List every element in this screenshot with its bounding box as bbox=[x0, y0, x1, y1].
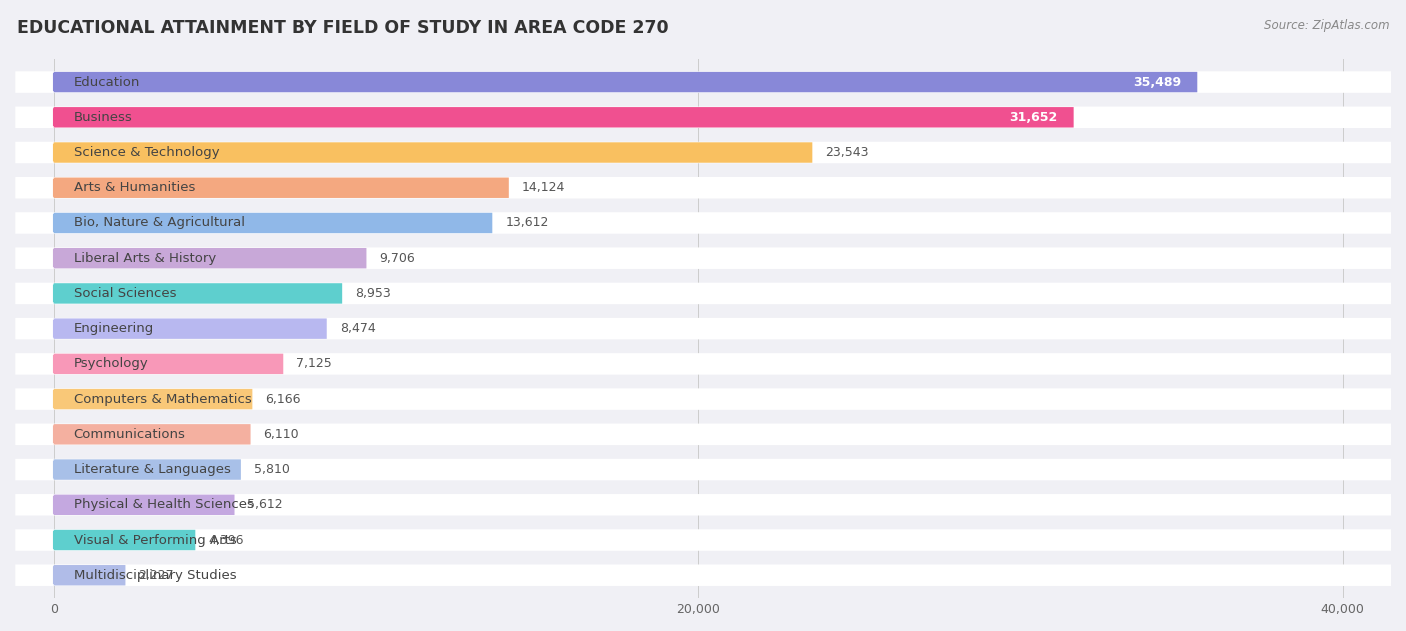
Text: Communications: Communications bbox=[73, 428, 186, 441]
FancyBboxPatch shape bbox=[53, 495, 235, 515]
FancyBboxPatch shape bbox=[53, 353, 283, 374]
FancyBboxPatch shape bbox=[15, 565, 1391, 586]
FancyBboxPatch shape bbox=[53, 530, 195, 550]
Text: 6,110: 6,110 bbox=[263, 428, 299, 441]
FancyBboxPatch shape bbox=[53, 319, 326, 339]
Text: Social Sciences: Social Sciences bbox=[73, 287, 176, 300]
Text: Business: Business bbox=[73, 111, 132, 124]
FancyBboxPatch shape bbox=[53, 283, 342, 304]
Text: Arts & Humanities: Arts & Humanities bbox=[73, 181, 195, 194]
Text: Literature & Languages: Literature & Languages bbox=[73, 463, 231, 476]
FancyBboxPatch shape bbox=[15, 318, 1391, 339]
FancyBboxPatch shape bbox=[53, 177, 509, 198]
Text: 8,953: 8,953 bbox=[356, 287, 391, 300]
FancyBboxPatch shape bbox=[15, 107, 1391, 128]
Text: Liberal Arts & History: Liberal Arts & History bbox=[73, 252, 217, 264]
Text: EDUCATIONAL ATTAINMENT BY FIELD OF STUDY IN AREA CODE 270: EDUCATIONAL ATTAINMENT BY FIELD OF STUDY… bbox=[17, 19, 668, 37]
FancyBboxPatch shape bbox=[15, 283, 1391, 304]
Text: Multidisciplinary Studies: Multidisciplinary Studies bbox=[73, 569, 236, 582]
FancyBboxPatch shape bbox=[15, 71, 1391, 93]
FancyBboxPatch shape bbox=[15, 529, 1391, 551]
FancyBboxPatch shape bbox=[15, 423, 1391, 445]
FancyBboxPatch shape bbox=[53, 107, 1074, 127]
Text: 8,474: 8,474 bbox=[340, 322, 375, 335]
Text: 2,227: 2,227 bbox=[138, 569, 174, 582]
Text: 6,166: 6,166 bbox=[266, 392, 301, 406]
FancyBboxPatch shape bbox=[15, 388, 1391, 410]
Text: 9,706: 9,706 bbox=[380, 252, 415, 264]
Text: 31,652: 31,652 bbox=[1010, 111, 1057, 124]
Text: 13,612: 13,612 bbox=[505, 216, 548, 230]
Text: Computers & Mathematics: Computers & Mathematics bbox=[73, 392, 252, 406]
Text: 14,124: 14,124 bbox=[522, 181, 565, 194]
Text: Visual & Performing Arts: Visual & Performing Arts bbox=[73, 534, 236, 546]
FancyBboxPatch shape bbox=[15, 212, 1391, 233]
Text: 23,543: 23,543 bbox=[825, 146, 869, 159]
Text: Education: Education bbox=[73, 76, 141, 88]
Text: 7,125: 7,125 bbox=[297, 357, 332, 370]
FancyBboxPatch shape bbox=[53, 424, 250, 445]
Text: Psychology: Psychology bbox=[73, 357, 148, 370]
FancyBboxPatch shape bbox=[15, 353, 1391, 375]
Text: 4,396: 4,396 bbox=[208, 534, 243, 546]
FancyBboxPatch shape bbox=[15, 459, 1391, 480]
Text: 5,810: 5,810 bbox=[254, 463, 290, 476]
Text: Engineering: Engineering bbox=[73, 322, 153, 335]
FancyBboxPatch shape bbox=[53, 459, 240, 480]
FancyBboxPatch shape bbox=[53, 72, 1198, 92]
FancyBboxPatch shape bbox=[53, 565, 125, 586]
Text: Science & Technology: Science & Technology bbox=[73, 146, 219, 159]
FancyBboxPatch shape bbox=[15, 247, 1391, 269]
Text: Source: ZipAtlas.com: Source: ZipAtlas.com bbox=[1264, 19, 1389, 32]
Text: Physical & Health Sciences: Physical & Health Sciences bbox=[73, 498, 253, 511]
Text: 5,612: 5,612 bbox=[247, 498, 283, 511]
FancyBboxPatch shape bbox=[53, 389, 252, 410]
FancyBboxPatch shape bbox=[15, 177, 1391, 199]
FancyBboxPatch shape bbox=[15, 142, 1391, 163]
FancyBboxPatch shape bbox=[53, 213, 492, 233]
FancyBboxPatch shape bbox=[53, 143, 813, 163]
Text: Bio, Nature & Agricultural: Bio, Nature & Agricultural bbox=[73, 216, 245, 230]
Text: 35,489: 35,489 bbox=[1133, 76, 1181, 88]
FancyBboxPatch shape bbox=[53, 248, 367, 268]
FancyBboxPatch shape bbox=[15, 494, 1391, 516]
